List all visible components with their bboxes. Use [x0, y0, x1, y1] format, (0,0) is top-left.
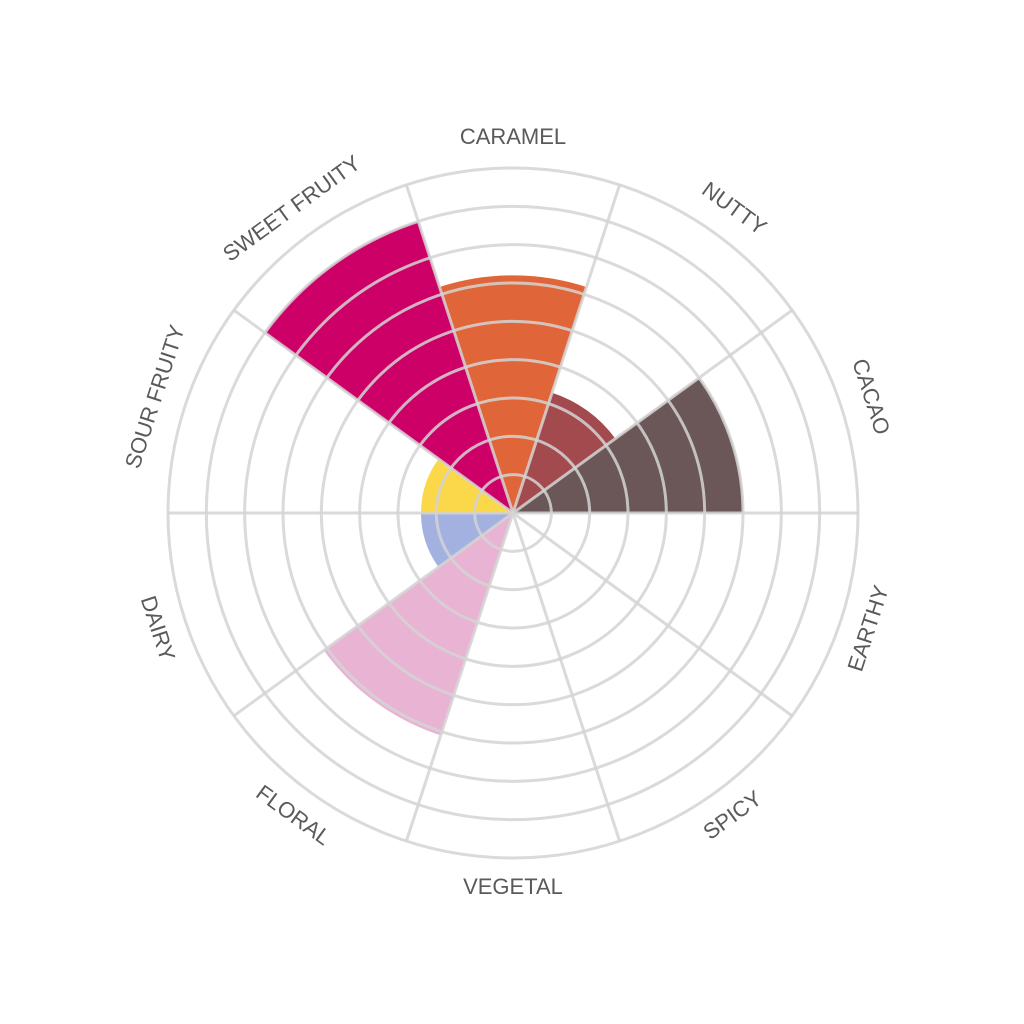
category-label: SPICY [698, 785, 766, 844]
sector [513, 377, 743, 513]
spoke [404, 184, 515, 514]
category-label: FLORAL [252, 780, 336, 851]
category-label: VEGETAL [463, 874, 563, 899]
sector [323, 513, 513, 736]
spoke [512, 309, 793, 515]
category-label: EARTHY [842, 582, 893, 675]
spoke [512, 511, 793, 717]
sector [421, 458, 513, 513]
category-label: DAIRY [136, 593, 181, 665]
category-label: SOUR FRUITY [120, 322, 190, 472]
spoke [511, 512, 622, 842]
sector [439, 275, 587, 513]
spoke [404, 512, 515, 842]
spoke [511, 184, 622, 514]
category-label: CARAMEL [460, 124, 566, 149]
spoke [233, 511, 514, 717]
category-label: CACAO [847, 356, 895, 438]
sectors [264, 221, 743, 736]
grid [166, 166, 860, 860]
spoke [233, 309, 514, 515]
sector [421, 513, 513, 568]
